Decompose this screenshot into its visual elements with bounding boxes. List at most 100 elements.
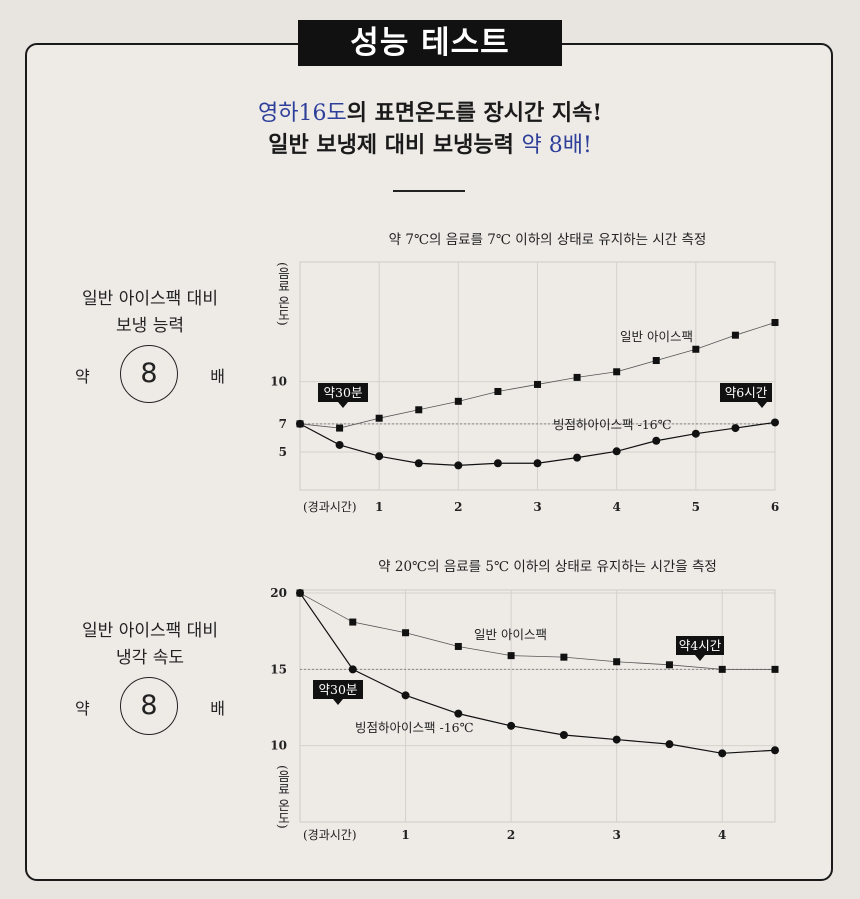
- chart1-annotation: 약6시간: [725, 385, 768, 400]
- chart1-point-circle: [573, 453, 582, 462]
- chart1-point-circle: [652, 436, 661, 445]
- chart1-point-square: [613, 368, 621, 376]
- chart1-ytick: 5: [279, 445, 287, 459]
- chart1-title: 약 7℃의 음료를 7℃ 이하의 상태로 유지하는 시간 측정: [389, 232, 707, 248]
- chart1-xlabel: (경과시간): [303, 500, 357, 514]
- section2-ratio: 약 8 배: [75, 677, 225, 737]
- chart2-point-circle: [507, 721, 516, 730]
- ratio-circle: 8: [120, 345, 178, 403]
- chart1-point-square: [692, 345, 700, 353]
- chart2-point-circle: [665, 740, 674, 749]
- section2-caption-line1: 일반 아이스팩 대비: [82, 621, 218, 641]
- chart1-point-square: [494, 387, 502, 395]
- chart1-point-square: [573, 373, 581, 381]
- chart2-point-square: [665, 661, 673, 669]
- chart2-xtick: 2: [507, 828, 515, 842]
- chart1-xtick: 4: [612, 500, 620, 514]
- chart1-point-square: [454, 397, 462, 405]
- chart2-series-line: [299, 592, 775, 670]
- chart2-annotation: 약4시간: [679, 638, 722, 653]
- chart2-title: 약 20℃의 음료를 5℃ 이하의 상태로 유지하는 시간을 측정: [378, 559, 717, 575]
- chart1-ytick: 7: [279, 417, 287, 431]
- chart2-annotation: 약30분: [319, 682, 358, 697]
- chart2-point-circle: [296, 589, 304, 598]
- chart1-annotation-bg: [720, 383, 772, 402]
- chart2-point-circle: [612, 735, 621, 744]
- chart2-point-square: [718, 665, 726, 673]
- headline-rest-2: 일반 보냉제 대비 보냉능력: [268, 132, 522, 158]
- chart2-ytick: 15: [270, 662, 287, 676]
- section2-caption: 일반 아이스팩 대비 냉각 속도: [60, 618, 240, 672]
- chart2-ytick: 10: [270, 739, 287, 753]
- chart2-point-square: [349, 618, 357, 626]
- chart2-point-square: [454, 642, 462, 650]
- ratio-circle: 8: [120, 677, 178, 735]
- chart2-xtick: 1: [401, 828, 409, 842]
- chart1-point-circle: [454, 461, 463, 470]
- chart1-point-square: [771, 319, 779, 327]
- chart1-point-circle: [335, 440, 344, 449]
- chart1-annotation-bg: [318, 383, 368, 402]
- headline-rest-1: 의 표면온도를 장시간 지속!: [346, 100, 602, 126]
- chart1-point-circle: [771, 418, 779, 427]
- chart2-point-square: [402, 629, 410, 637]
- chart2-point-circle: [401, 691, 410, 700]
- chart1-xtick: 3: [533, 500, 541, 514]
- section1-caption-line2: 보냉 능력: [116, 316, 184, 336]
- section1-ratio: 약 8 배: [75, 345, 225, 405]
- headline-accent-2: 약 8배!: [521, 133, 592, 158]
- chart2-series-label: 일반 아이스팩: [474, 627, 547, 642]
- ratio-prefix: 약: [75, 367, 90, 386]
- content-panel: [25, 43, 833, 881]
- chart2-annotation-bg: [676, 636, 724, 655]
- chart1-point-circle: [533, 459, 542, 468]
- chart1-ytick: 10: [270, 375, 287, 389]
- chart2-point-circle: [348, 665, 357, 674]
- chart1-series-label: 일반 아이스팩: [620, 329, 693, 344]
- chart2-point-circle: [771, 746, 779, 755]
- chart2-series-label: 빙점하아이스팩 -16℃: [355, 720, 474, 735]
- chart1-point-square: [652, 357, 660, 365]
- chart2-xtick: 4: [718, 828, 726, 842]
- page-title: 성능 테스트: [298, 20, 562, 66]
- chart1-point-circle: [296, 419, 304, 428]
- chart1-point-circle: [731, 424, 740, 433]
- chart2-point-circle: [454, 709, 463, 718]
- chart2-annotation-pointer: [695, 655, 705, 661]
- ratio-suffix: 배: [210, 699, 225, 718]
- chart2-point-circle: [718, 749, 727, 758]
- chart1-ylabel: (음료 온도): [276, 262, 291, 326]
- chart2-point-square: [613, 658, 621, 666]
- headline-line2: 일반 보냉제 대비 보냉능력 약 8배!: [0, 127, 860, 159]
- chart2-ytick: 20: [270, 586, 287, 600]
- chart2-xlabel: (경과시간): [303, 828, 357, 842]
- section1-caption: 일반 아이스팩 대비 보냉 능력: [60, 286, 240, 340]
- headline-line1: 영하16도의 표면온도를 장시간 지속!: [0, 95, 860, 127]
- chart1-annotation: 약30분: [324, 385, 363, 400]
- chart2-point-square: [507, 652, 515, 660]
- divider: [393, 190, 465, 192]
- chart1-point-square: [336, 424, 344, 432]
- chart1-xtick: 1: [375, 500, 383, 514]
- chart1-point-circle: [493, 459, 502, 468]
- chart2-annotation-pointer: [333, 699, 343, 705]
- chart1-point-square: [534, 380, 541, 388]
- chart1-xtick: 5: [692, 500, 700, 514]
- chart1-point-circle: [414, 459, 423, 468]
- chart1-point-square: [731, 331, 739, 339]
- chart2-point-circle: [559, 731, 568, 739]
- chart2-frame: [299, 589, 776, 823]
- headline-accent-1: 영하16도: [258, 101, 347, 126]
- chart1-annotation-pointer: [757, 402, 767, 408]
- chart1-point-circle: [691, 429, 700, 438]
- ratio-suffix: 배: [210, 367, 225, 386]
- chart2-xtick: 3: [612, 828, 620, 842]
- chart1-series-label: 빙점하아이스팩 -16℃: [553, 417, 672, 432]
- chart1-point-circle: [375, 452, 384, 461]
- chart2-point-square: [771, 665, 779, 673]
- chart1-xtick: 2: [454, 500, 462, 514]
- section2-caption-line2: 냉각 속도: [116, 648, 184, 668]
- ratio-prefix: 약: [75, 699, 90, 718]
- chart1-annotation-pointer: [338, 402, 348, 408]
